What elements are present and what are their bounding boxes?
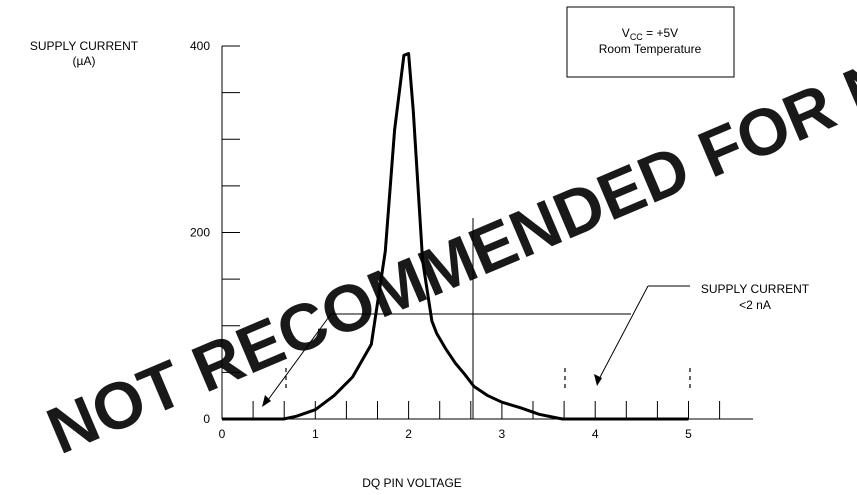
- legend-vcc-line: VCC = +5V: [622, 26, 678, 42]
- x-ticks: 0 1 2 3 4 5: [219, 401, 721, 441]
- y-tick-label: 0: [203, 412, 210, 426]
- annotation: SUPPLY CURRENT <2 nA: [262, 282, 810, 407]
- x-tick-label: 4: [592, 427, 599, 441]
- x-tick-label: 2: [405, 427, 412, 441]
- series-curve: [222, 52, 689, 421]
- arrowhead-left: [262, 395, 271, 407]
- legend-vcc-sub: CC: [630, 32, 643, 42]
- annotation-line2: <2 nA: [739, 298, 771, 312]
- y-axis-label-line1: SUPPLY CURRENT: [30, 39, 139, 53]
- x-tick-label: 1: [312, 427, 319, 441]
- x-tick-label: 0: [219, 427, 226, 441]
- annotation-arrow-left: [264, 313, 332, 405]
- annotation-line1: SUPPLY CURRENT: [701, 282, 810, 296]
- legend-vcc-main: V: [622, 26, 630, 40]
- x-axis-label: DQ PIN VOLTAGE: [362, 476, 462, 490]
- y-tick-label: 200: [190, 226, 210, 240]
- legend-temperature: Room Temperature: [599, 42, 702, 56]
- annotation-arrow-right: [596, 285, 649, 384]
- y-axis-label-line2: (µA): [73, 54, 96, 68]
- y-tick-label: 400: [190, 39, 210, 53]
- legend-frame: [566, 6, 735, 78]
- x-tick-label: 5: [685, 427, 692, 441]
- legend-box: VCC = +5V Room Temperature: [566, 6, 735, 78]
- arrowhead-right: [594, 374, 602, 386]
- legend-vcc-rest: = +5V: [643, 26, 678, 40]
- x-tick-label: 3: [499, 427, 506, 441]
